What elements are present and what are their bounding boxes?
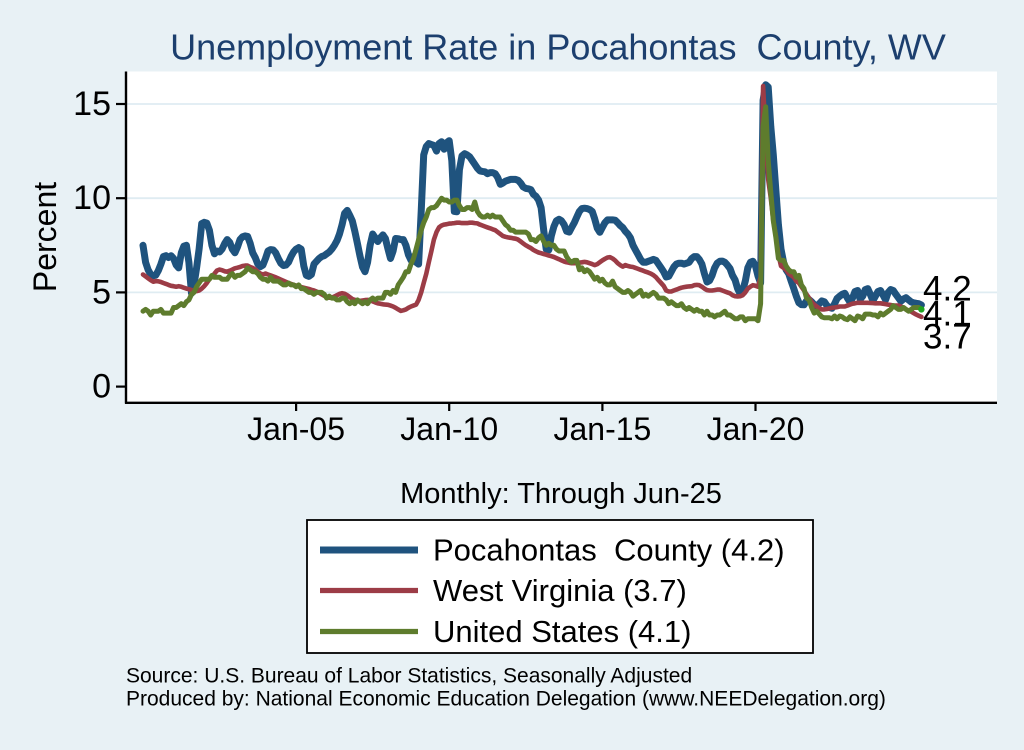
svg-text:Monthly: Through Jun-25: Monthly: Through Jun-25 — [400, 478, 722, 510]
svg-text:0: 0 — [92, 368, 111, 406]
svg-text:10: 10 — [73, 179, 111, 217]
svg-text:Percent: Percent — [27, 182, 63, 292]
svg-text:Unemployment Rate in Pocahonta: Unemployment Rate in Pocahontas County, … — [170, 27, 946, 68]
svg-text:Jan-10: Jan-10 — [400, 411, 498, 447]
svg-text:4.1: 4.1 — [923, 295, 972, 334]
svg-text:15: 15 — [73, 85, 111, 123]
svg-text:West Virginia (3.7): West Virginia (3.7) — [433, 573, 687, 608]
svg-text:Source: U.S. Bureau of Labor S: Source: U.S. Bureau of Labor Statistics,… — [126, 665, 692, 688]
svg-text:Pocahontas County (4.2): Pocahontas County (4.2) — [433, 533, 785, 568]
svg-text:Produced by: National Economic: Produced by: National Economic Education… — [126, 688, 886, 711]
svg-text:5: 5 — [92, 273, 111, 311]
svg-text:3.7: 3.7 — [923, 318, 972, 357]
svg-text:Jan-20: Jan-20 — [707, 411, 805, 447]
svg-text:4.2: 4.2 — [923, 270, 972, 309]
svg-text:Jan-05: Jan-05 — [247, 411, 345, 447]
svg-text:Jan-15: Jan-15 — [553, 411, 651, 447]
svg-text:United States (4.1): United States (4.1) — [433, 614, 691, 649]
